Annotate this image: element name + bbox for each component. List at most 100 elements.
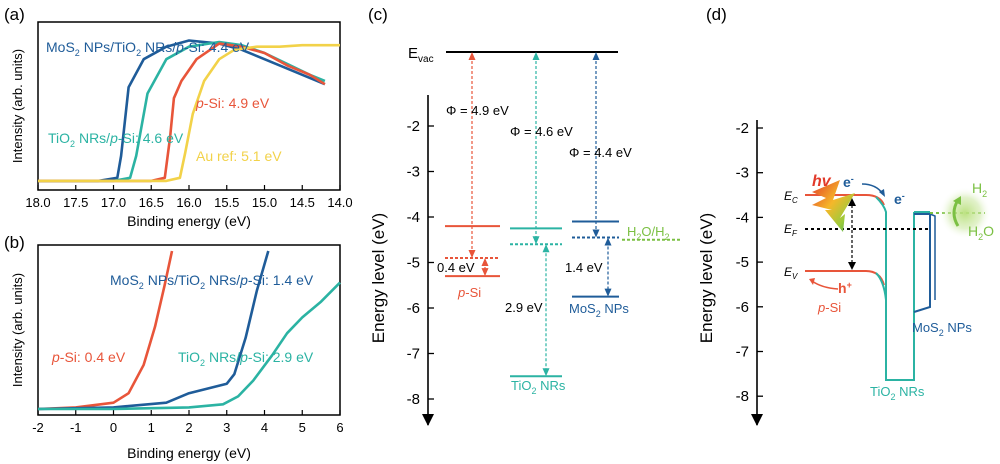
panel-b-series-0 (37, 250, 174, 411)
gap-psi-arrow-head-top (481, 257, 489, 266)
panel-c-letter: (c) (368, 5, 388, 24)
gap-arrow-d-top (848, 198, 856, 206)
gap-tio2-label: 2.9 eV (505, 300, 543, 315)
panel-b-xtick-label: -2 (32, 420, 44, 435)
panel-a-xlabel: Binding energy (eV) (127, 213, 251, 229)
panel-a-series-2 (38, 42, 326, 183)
gap-mos2-label: 1.4 eV (565, 260, 603, 275)
electron-label-1: e- (843, 174, 854, 190)
panel-a-series-0 (38, 39, 326, 183)
wf-tio2-arrow-head-top (532, 52, 540, 60)
h2o-label: H2O (968, 223, 994, 242)
panel-c: (c) -2 -3 -4 -5 -6 -7 -8 Energy level (eV) Eva… (368, 5, 682, 426)
panel-a-xticks: 18.0 17.5 17.0 16.5 16.0 15.5 15.0 14.5 14.0 (25, 185, 353, 210)
wf-mos2-label: Φ = 4.4 eV (569, 145, 632, 160)
d-label-tio2: TiO2 NRs (870, 384, 925, 402)
panel-d-ytick-label: -8 (736, 388, 749, 405)
panel-a-xtick-label: 15.0 (252, 195, 277, 210)
legend-a-tio2: TiO2 NRs/p-Si: 4.6 eV (48, 130, 184, 149)
panel-c-ylabel: Energy level (eV) (369, 213, 388, 343)
panel-d-yaxis-arrow (751, 414, 763, 426)
mos2-band-inner (929, 213, 936, 300)
panel-c-yaxis-arrow (422, 414, 434, 426)
band-diagram (805, 180, 991, 381)
panel-c-ytick-label: -6 (407, 300, 420, 317)
panel-c-yticks: -2 -3 -4 -5 -6 -7 -8 (407, 118, 434, 408)
legend-b-mos2: MoS2 NPs/TiO2 NRs/p-Si: 1.4 eV (110, 272, 314, 291)
gap-tio2-arrow-head-bottom (542, 368, 550, 377)
panel-d-yticks: -2 -3 -4 -5 -6 -7 -8 (736, 120, 763, 405)
c-label-mos2: MoS2 NPs (569, 301, 629, 319)
panel-b-xtick-label: 1 (148, 420, 155, 435)
legend-b-psi: p-Si: 0.4 eV (51, 349, 126, 365)
panel-b-xtick-label: -1 (70, 420, 82, 435)
ef-label: EF (784, 222, 798, 238)
hole-label: h+ (838, 280, 852, 296)
gap-tio2-arrow-head-top (542, 244, 550, 253)
panel-a-xtick-label: 14.5 (290, 195, 315, 210)
electron-label-2: e- (894, 191, 905, 207)
gap-psi-arrow-head-bottom (481, 268, 489, 277)
wf-psi-arrow-head-top (468, 52, 476, 60)
panel-c-ytick-label: -4 (407, 209, 420, 226)
hole-transfer-arrow (811, 280, 839, 290)
panel-b-series-2 (38, 281, 341, 411)
panel-a-series-1 (38, 40, 326, 183)
mos2-band (913, 213, 931, 313)
panel-b: (b) -2 -1 0 1 2 3 4 5 6 Binding energy (eV) Inte… (4, 233, 344, 461)
panel-b-xtick-label: 4 (261, 420, 268, 435)
tio2-valence-bend (875, 272, 887, 301)
panel-a-xtick-label: 16.5 (139, 195, 164, 210)
panel-c-levels (445, 52, 682, 378)
legend-a-psi: p-Si: 4.9 eV (195, 95, 270, 111)
gap-psi-label: 0.4 eV (437, 260, 475, 275)
redox-cycle-arrowhead (953, 196, 961, 205)
panel-a-series (38, 39, 340, 183)
catalyst-glow (939, 187, 991, 239)
panel-b-xtick-label: 5 (299, 420, 306, 435)
panel-c-ytick-label: -8 (407, 391, 420, 408)
panel-b-frame (37, 244, 341, 416)
panel-d-ytick-label: -6 (736, 299, 749, 316)
panel-c-ytick-label: -5 (407, 255, 420, 272)
d-label-psi: p-Si (817, 300, 841, 315)
panel-d-ytick-label: -7 (736, 344, 749, 361)
wf-tio2-label: Φ = 4.6 eV (510, 124, 573, 139)
panel-b-xtick-label: 6 (336, 420, 343, 435)
gap-mos2-arrow-head-bottom (604, 288, 612, 297)
panel-c-ytick-label: -2 (407, 118, 420, 135)
d-label-mos2: MoS2 NPs (912, 320, 972, 338)
h2-label: H2 (972, 180, 987, 199)
panel-a-series-3 (38, 43, 340, 183)
electron-transfer-arrowhead (879, 189, 885, 197)
evac-label: Evac (408, 45, 434, 65)
panel-d-letter: (d) (706, 5, 727, 24)
panel-d-ytick-label: -4 (736, 209, 749, 226)
c-label-tio2: TiO2 NRs (511, 378, 566, 396)
panel-a-xtick-label: 18.0 (25, 195, 50, 210)
panel-b-xtick-label: 3 (223, 420, 230, 435)
panel-c-ytick-label: -7 (407, 346, 420, 363)
hv-label: hv (812, 173, 832, 190)
wf-mos2-arrow-head-top (592, 52, 600, 60)
panel-a: (a) 18.0 17.5 17.0 16.5 16.0 15.5 15.0 14.5 14.0… (4, 5, 353, 229)
panel-b-series (37, 250, 341, 411)
panel-a-xtick-label: 16.0 (176, 195, 201, 210)
panel-a-ylabel: Intensity (arb. units) (10, 49, 25, 163)
c-label-psi: p-Si (457, 285, 481, 300)
panel-b-letter: (b) (4, 233, 25, 252)
c-label-redox: H2O/H2 (627, 224, 670, 242)
panel-a-letter: (a) (4, 5, 25, 24)
panel-d-ytick-label: -3 (736, 165, 749, 182)
panel-a-xtick-label: 14.0 (327, 195, 352, 210)
panel-c-ytick-label: -3 (407, 164, 420, 181)
panel-d-ylabel: Energy level (eV) (697, 213, 716, 343)
panel-d-ytick-label: -2 (736, 120, 749, 137)
panel-b-xtick-label: 0 (110, 420, 117, 435)
legend-a-mos2: MoS2 NPs/TiO2 NRs/p-Si: 4.4 eV (46, 39, 250, 58)
panel-a-xtick-label: 17.0 (101, 195, 126, 210)
panel-b-series-1 (37, 250, 270, 411)
hole-transfer-arrowhead (809, 278, 815, 285)
ec-label: EC (784, 189, 798, 205)
